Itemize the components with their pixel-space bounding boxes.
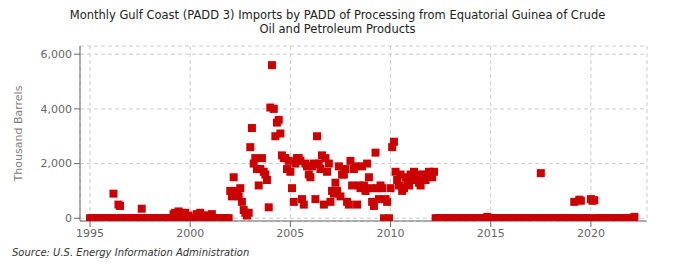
svg-text:2,000: 2,000 xyxy=(41,157,73,170)
svg-text:6,000: 6,000 xyxy=(41,48,73,61)
html-text:Monthly Gulf Coast (PADD 3) Im: Monthly Gulf Coast (PADD 3) Imports by P… xyxy=(69,8,606,22)
svg-text:2015: 2015 xyxy=(477,227,505,240)
svg-text:2010: 2010 xyxy=(377,227,405,240)
svg-text:2020: 2020 xyxy=(577,227,605,240)
svg-text:4,000: 4,000 xyxy=(41,103,73,116)
svg-text:0: 0 xyxy=(65,212,72,225)
html-text:Oil and Petroleum Products: Oil and Petroleum Products xyxy=(259,22,416,36)
svg-text:2000: 2000 xyxy=(176,227,204,240)
svg-text:Thousand Barrels: Thousand Barrels xyxy=(12,85,25,182)
html-text:Source: U.S. Energy Informatio: Source: U.S. Energy Information Administ… xyxy=(12,247,250,258)
svg-text:2005: 2005 xyxy=(276,227,304,240)
svg-text:1995: 1995 xyxy=(76,227,104,240)
